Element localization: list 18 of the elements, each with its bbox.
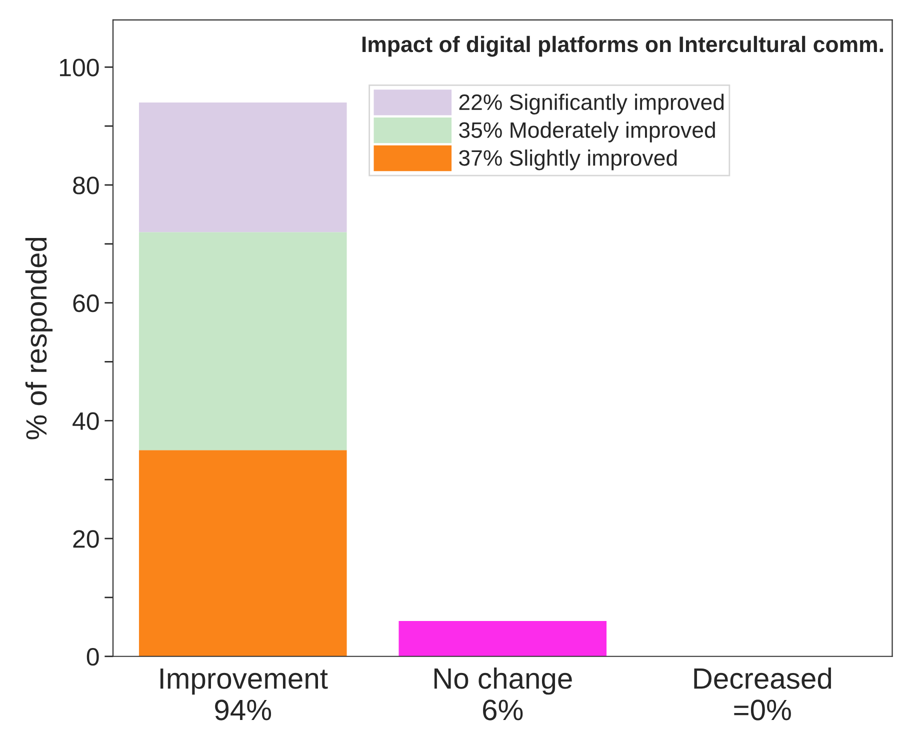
- bar: [398, 621, 607, 656]
- y-tick-label: 100: [60, 58, 99, 76]
- legend-label: 22% Significantly improved: [459, 94, 724, 114]
- x-tick-label: No change 6%: [434, 667, 572, 720]
- x-tick-label: Improvement 94%: [160, 668, 328, 720]
- bar: [138, 450, 347, 656]
- bar: [138, 102, 347, 232]
- y-tick-label: 80: [73, 176, 99, 194]
- y-tick-label: 20: [73, 530, 99, 548]
- y-axis-title: % of responded: [25, 238, 53, 440]
- text: Impact of digital platforms on Intercultural comm.: [362, 36, 883, 57]
- y-tick-label: 60: [73, 294, 99, 312]
- legend-label: 35% Moderately improved: [459, 122, 715, 142]
- x-tick-label: Decreased =0%: [694, 667, 832, 720]
- y-tick-label: 0: [86, 648, 99, 666]
- y-tick-label: 40: [72, 412, 99, 430]
- legend-label: 37% Slightly improved: [459, 150, 677, 170]
- bar: [138, 232, 347, 450]
